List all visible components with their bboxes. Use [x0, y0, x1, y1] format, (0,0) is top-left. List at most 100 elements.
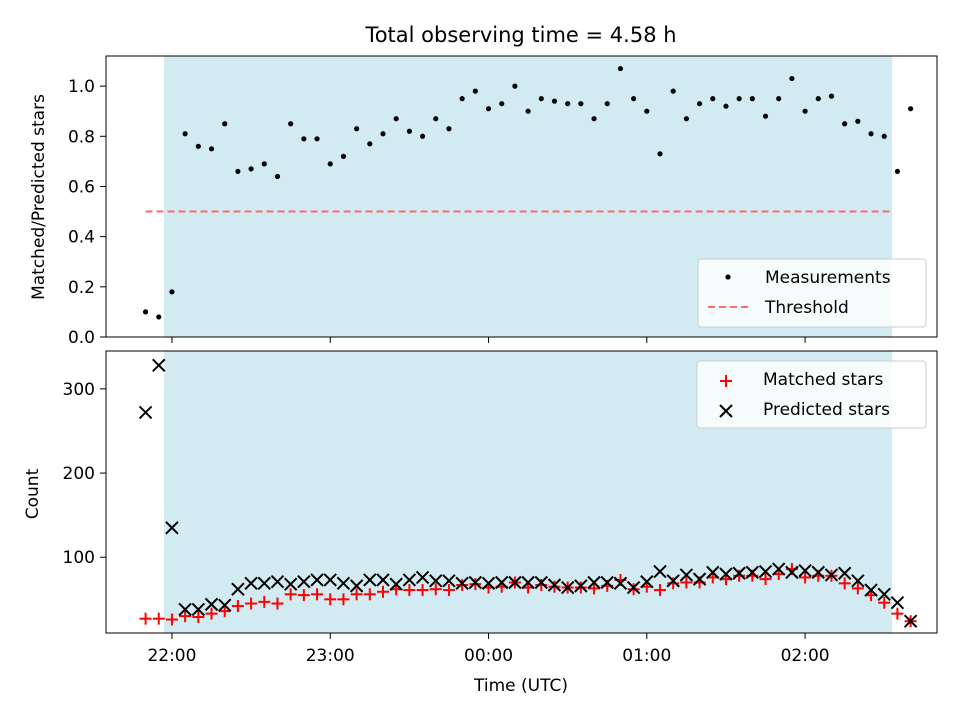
predicted-star-point [587, 575, 601, 590]
predicted-star-point [732, 566, 746, 580]
predicted-star-point [257, 576, 271, 591]
measurement-point [789, 75, 795, 82]
measurement-point [762, 113, 769, 119]
measurement-point [446, 126, 452, 132]
matched-star-point [337, 593, 350, 606]
bottom-x-tick-label: 02:00 [781, 646, 830, 666]
predicted-star-point [837, 566, 852, 580]
bottom-x-tick-label: 01:00 [622, 646, 671, 666]
matched-star-point [192, 611, 205, 624]
top-legend: Measurements Threshold [697, 258, 927, 328]
matched-star-point [363, 588, 376, 601]
predicted-star-point [442, 574, 456, 588]
predicted-star-point [692, 572, 707, 586]
predicted-star-point [798, 564, 812, 578]
matched-star-point [258, 595, 271, 608]
legend-threshold-label: Threshold [764, 298, 849, 318]
measurements-series [142, 65, 914, 320]
measurement-point [248, 166, 254, 172]
top-y-tick-label: 1.0 [68, 77, 95, 97]
matched-star-point [218, 605, 231, 618]
predicted-star-point [468, 575, 483, 590]
predicted-star-point [772, 562, 786, 576]
predicted-star-point [679, 568, 694, 582]
predicted-star-point [600, 575, 614, 590]
predicted-star-point [653, 564, 667, 579]
matched-star-point [297, 589, 310, 602]
legend-predicted-marker [719, 404, 733, 418]
measurement-point [815, 96, 821, 102]
measurement-point [459, 96, 465, 102]
matched-star-point [627, 583, 640, 596]
bottom-legend-box [696, 360, 927, 429]
measurement-point [182, 131, 188, 137]
matched-star-point [152, 612, 165, 625]
measurement-point [195, 143, 201, 149]
predicted-star-point [429, 574, 443, 588]
predicted-star-point [178, 602, 192, 617]
measurement-point [670, 88, 676, 94]
predicted-star-point [495, 575, 509, 590]
bottom-y-tick-label: 200 [63, 464, 95, 484]
matched-star-point [271, 597, 284, 610]
measurement-point [578, 101, 584, 107]
measurement-point [617, 65, 624, 72]
predicted-star-point [376, 573, 390, 587]
predicted-star-point [666, 574, 680, 588]
measurement-point [868, 131, 874, 137]
matched-star-point [654, 584, 666, 597]
measurement-point [551, 98, 558, 104]
measurement-point [538, 96, 544, 102]
predicted-star-point [851, 574, 865, 588]
measurement-point [512, 83, 518, 89]
measurement-point [288, 121, 294, 127]
predicted-star-point [640, 574, 654, 589]
predicted-star-point [706, 565, 720, 580]
measurement-point [235, 168, 241, 175]
bottom-legend: Matched stars Predicted stars [696, 360, 927, 429]
matched-star-point [456, 579, 469, 592]
measurement-point [354, 126, 360, 132]
matched-star-point [733, 569, 746, 582]
predicted-star-point [508, 575, 522, 590]
predicted-star-point [719, 567, 733, 581]
bottom-y-axis-ticks: 100 200 300 [63, 380, 106, 568]
predicted-star-point [218, 598, 232, 612]
matched-star-point [891, 607, 904, 620]
predicted-star-point [785, 565, 799, 580]
predicted-star-point [864, 583, 878, 597]
measurement-point [367, 141, 373, 147]
matched-star-point [799, 571, 812, 584]
measurement-point [169, 289, 175, 295]
predicted-star-point [283, 577, 298, 591]
predicted-star-point [349, 579, 364, 593]
measurement-point [301, 136, 307, 142]
matched-star-point [759, 573, 772, 586]
legend-predicted-label: Predicted stars [763, 400, 890, 420]
predicted-star-point [613, 576, 628, 591]
top-y-tick-label: 0.6 [68, 177, 95, 197]
predicted-star-point [402, 573, 417, 587]
measurement-point [696, 101, 703, 107]
matched-star-point [403, 584, 416, 597]
measurement-point [683, 116, 689, 122]
measurement-point [776, 96, 782, 102]
matched-star-point [878, 596, 891, 609]
matched-star-point [231, 600, 244, 613]
top-legend-box [697, 258, 927, 328]
top-y-axis-ticks: 0.0 0.2 0.4 0.6 0.8 1.0 [68, 77, 106, 348]
measurement-point [499, 101, 505, 107]
matched-star-point [535, 579, 548, 592]
top-y-tick-label: 0.2 [68, 278, 95, 298]
matched-star-point [311, 588, 324, 601]
matched-star-point [205, 607, 218, 620]
measurement-point [565, 101, 571, 107]
measurement-point [380, 131, 386, 137]
matched-star-point [416, 584, 429, 597]
measurement-point [406, 128, 412, 134]
measurement-point [142, 309, 149, 315]
predicted-star-point [152, 358, 166, 373]
measurement-point [631, 96, 637, 102]
predicted-star-point [244, 576, 258, 591]
measurement-point [591, 116, 597, 122]
